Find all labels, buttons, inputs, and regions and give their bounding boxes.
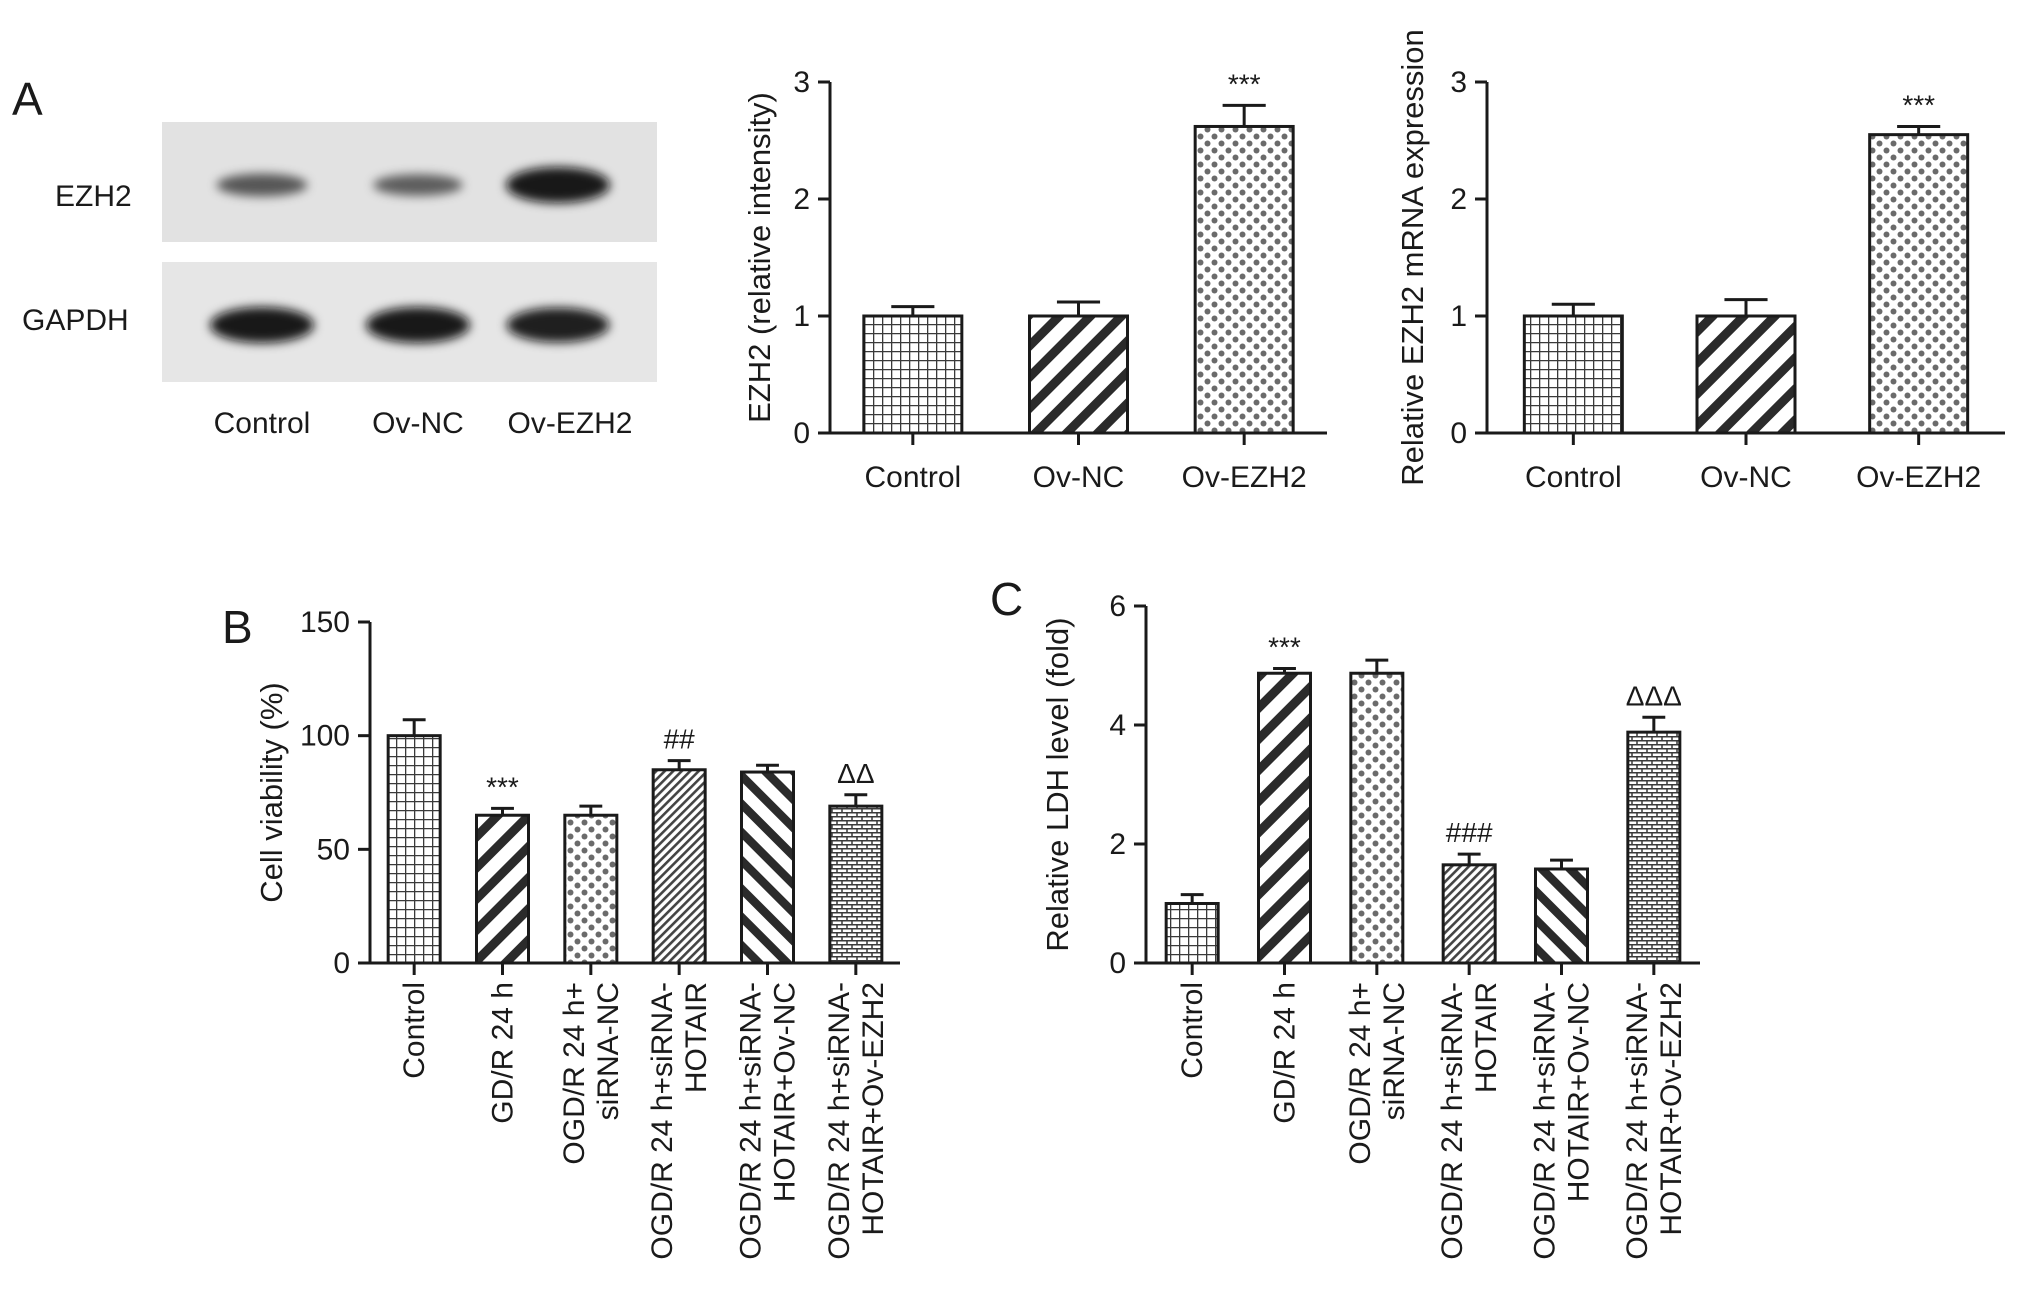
x-tick-label: OGD/R 24 h+ — [1344, 982, 1377, 1165]
bar — [1257, 671, 1312, 965]
x-tick-label: Control — [864, 461, 961, 494]
x-tick-label: OGD/R 24 h+ — [558, 982, 591, 1165]
significance-label: ΔΔΔ — [1626, 680, 1682, 711]
x-tick-label: Control — [398, 982, 431, 1079]
bar — [1193, 124, 1295, 435]
x-tick-label: Control — [1176, 982, 1209, 1079]
x-tick-label: HOTAIR+Ov-NC — [1563, 982, 1596, 1202]
bar — [1522, 314, 1624, 435]
blot-lane-label-ov-nc: Ov-NC — [372, 407, 464, 440]
significance-label: ΔΔ — [837, 758, 874, 789]
blot-band-ezh2-0 — [216, 173, 308, 197]
y-tick-label: 150 — [300, 606, 350, 639]
significance-label: *** — [1228, 68, 1261, 99]
chart-ezh2-mrna-expression: 0 1 2 3 Relative EZH2 mRNA expression Control… — [1395, 29, 2005, 494]
x-tick-label: HOTAIR+Ov-NC — [769, 982, 802, 1202]
significance-label: ### — [1446, 817, 1493, 848]
y-axis-title: Relative EZH2 mRNA expression — [1395, 29, 1430, 486]
bar — [862, 314, 964, 435]
bar — [1868, 133, 1970, 435]
blot-row-label-ezh2: EZH2 — [55, 180, 132, 213]
y-tick-label: 3 — [1450, 66, 1467, 99]
blot-row-label-gapdh: GAPDH — [22, 304, 129, 337]
x-tick-label: HOTAIR — [1470, 982, 1503, 1093]
y-axis-title: EZH2 (relative intensity) — [742, 92, 777, 423]
x-tick-label: HOTAIR+Ov-EZH2 — [1655, 982, 1688, 1236]
x-tick-label: Ov-EZH2 — [1856, 461, 1981, 494]
y-axis-title: Cell viability (%) — [254, 682, 289, 902]
y-tick-label: 0 — [1109, 947, 1126, 980]
x-tick-label: OGD/R 24 h+siRNA- — [1621, 982, 1654, 1260]
significance-label: ## — [664, 724, 696, 755]
x-tick-label: HOTAIR — [680, 982, 713, 1093]
bar — [1695, 314, 1797, 435]
x-tick-label: Control — [1525, 461, 1622, 494]
x-tick-label: OGD/R 24 h+siRNA- — [735, 982, 768, 1260]
chart-ezh2-relative-intensity: 0 1 2 3 EZH2 (relative intensity) Control Ov-N… — [742, 66, 1327, 494]
bar — [1441, 863, 1497, 965]
x-tick-label: Ov-EZH2 — [1182, 461, 1307, 494]
x-tick-label: Ov-NC — [1033, 461, 1125, 494]
blot-lane-label-control: Control — [214, 407, 311, 440]
blot-band-gapdh-0 — [210, 307, 314, 343]
x-tick-label: OGD/R 24 h+siRNA- — [646, 982, 679, 1260]
blot-band-gapdh-2 — [506, 307, 610, 343]
significance-label: *** — [1902, 89, 1935, 120]
bar — [1164, 902, 1220, 965]
y-tick-label: 0 — [793, 417, 810, 450]
panel-letter-a: A — [12, 73, 43, 125]
bar — [651, 768, 707, 965]
y-tick-label: 100 — [300, 720, 350, 753]
x-tick-label: Ov-NC — [1700, 461, 1792, 494]
blot-band-ezh2-2 — [506, 167, 610, 203]
significance-label: *** — [1268, 631, 1301, 662]
y-tick-label: 2 — [793, 183, 810, 216]
x-tick-label: OGD/R 24 h+siRNA- — [1529, 982, 1562, 1260]
bar — [1028, 314, 1129, 435]
bar — [386, 734, 442, 965]
x-tick-label: siRNA-NC — [592, 982, 625, 1120]
bar — [740, 770, 795, 965]
chart-cell-viability: 0 50 100 150 Cell viability (%) Control *** GD/… — [254, 606, 900, 1260]
bar — [1534, 867, 1589, 965]
x-tick-label: siRNA-NC — [1378, 982, 1411, 1120]
y-axis-title: Relative LDH level (fold) — [1040, 617, 1075, 951]
bar — [1626, 730, 1682, 965]
x-tick-label: HOTAIR+Ov-EZH2 — [857, 982, 890, 1236]
blot-band-ezh2-1 — [373, 174, 463, 196]
y-tick-label: 1 — [1450, 300, 1467, 333]
bar — [475, 813, 530, 965]
bar — [563, 813, 619, 965]
y-tick-label: 4 — [1109, 709, 1126, 742]
significance-label: *** — [486, 771, 519, 802]
y-tick-label: 50 — [317, 833, 350, 866]
blot-band-gapdh-1 — [366, 307, 470, 343]
chart-ldh-level: 0 2 4 6 Relative LDH level (fold) Control *** G… — [1040, 590, 1700, 1260]
y-tick-label: 0 — [1450, 417, 1467, 450]
panel-letter-c: C — [990, 573, 1023, 625]
x-tick-label: GD/R 24 h — [1269, 982, 1302, 1124]
western-blot: EZH2 GAPDH Control Ov-NC Ov-EZH2 — [22, 122, 657, 440]
x-tick-label: OGD/R 24 h+siRNA- — [1436, 982, 1469, 1260]
y-tick-label: 0 — [333, 947, 350, 980]
bar — [1349, 671, 1405, 965]
blot-lane-label-ov-ezh2: Ov-EZH2 — [507, 407, 632, 440]
x-tick-label: OGD/R 24 h+siRNA- — [823, 982, 856, 1260]
x-tick-label: GD/R 24 h — [487, 982, 520, 1124]
y-tick-label: 2 — [1109, 828, 1126, 861]
y-tick-label: 1 — [793, 300, 810, 333]
y-tick-label: 3 — [793, 66, 810, 99]
y-tick-label: 6 — [1109, 590, 1126, 623]
y-tick-label: 2 — [1450, 183, 1467, 216]
panel-letter-b: B — [222, 601, 253, 653]
bar — [828, 804, 884, 965]
